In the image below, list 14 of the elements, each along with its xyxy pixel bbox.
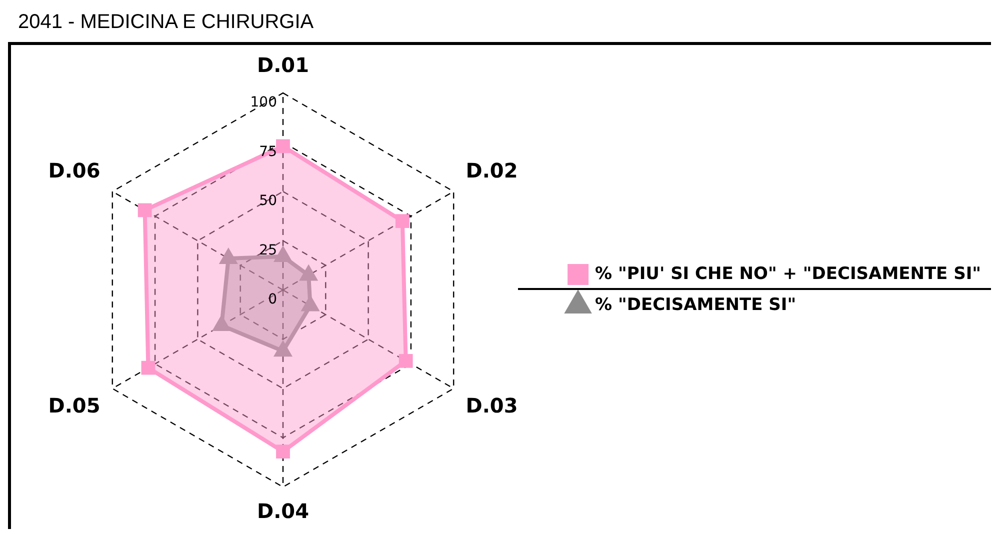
spoke-label: D.05 (48, 394, 100, 418)
y-tick-label: 0 (268, 292, 277, 308)
spoke-label: D.04 (256, 499, 310, 524)
legend-label: % "DECISAMENTE SI" (595, 294, 796, 315)
y-tick-label: 25 (259, 242, 277, 258)
spoke-label: D.06 (48, 158, 100, 183)
y-tick-label: 75 (259, 144, 277, 160)
y-tick-label: 100 (250, 94, 277, 111)
chart-title: 2041 - MEDICINA E CHIRURGIA (17, 10, 315, 35)
spoke-label: D.01 (256, 53, 310, 78)
y-tick-label: 50 (259, 193, 277, 210)
spoke-label: D.02 (466, 158, 518, 183)
legend-label: % "PIU' SI CHE NO" + "DECISAMENTE SI" (595, 264, 981, 284)
spoke-label: D.03 (466, 394, 518, 418)
